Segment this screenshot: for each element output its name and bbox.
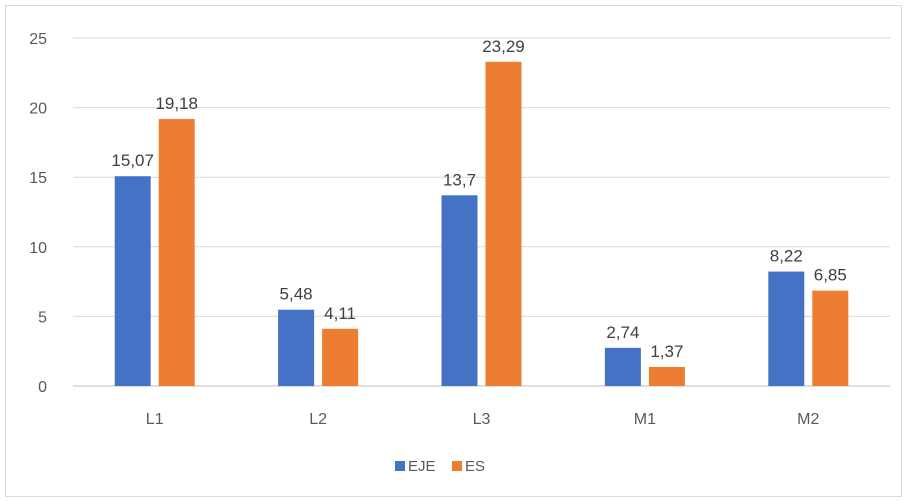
bar-es-l2: [322, 328, 359, 386]
data-label: 6,85: [814, 266, 847, 285]
y-tick-label: 20: [29, 101, 47, 118]
bar-eje-l1: [114, 176, 151, 386]
legend-label: EJE: [408, 458, 436, 475]
gridlines: [73, 37, 890, 387]
data-label: 2,74: [606, 323, 639, 342]
x-tick-label: L1: [146, 411, 164, 428]
x-axis: L1 L2 L3 M1 M2: [146, 411, 820, 428]
bar-es-m1: [648, 366, 685, 386]
legend: EJE ES: [395, 458, 485, 475]
data-label: 13,7: [443, 170, 476, 189]
data-label: 19,18: [155, 94, 198, 113]
x-tick-label: L3: [473, 411, 491, 428]
data-label: 5,48: [280, 285, 313, 304]
y-tick-label: 10: [29, 240, 47, 257]
bars: 15,07 19,18 5,48 4,11 13,7 23,29 2,74 1,37 8,22 6…: [111, 37, 849, 387]
y-axis: 0 5 10 15 20 25: [29, 31, 47, 396]
data-label: 15,07: [111, 151, 154, 170]
bar-eje-m2: [768, 271, 805, 386]
x-tick-label: L2: [309, 411, 327, 428]
y-tick-label: 0: [38, 379, 47, 396]
bar-eje-l2: [278, 309, 315, 386]
x-tick-label: M2: [797, 411, 819, 428]
x-tick-label: M1: [634, 411, 656, 428]
y-tick-label: 5: [38, 309, 47, 326]
y-tick-label: 25: [29, 31, 47, 48]
legend-swatch: [395, 461, 405, 471]
bar-es-m2: [812, 290, 849, 386]
legend-swatch: [452, 461, 462, 471]
legend-label: ES: [465, 458, 485, 475]
bar-eje-m1: [604, 347, 641, 386]
bar-eje-l3: [441, 195, 478, 386]
bar-es-l1: [158, 119, 195, 386]
data-label: 23,29: [482, 37, 525, 56]
y-tick-label: 15: [29, 170, 47, 187]
bar-es-l3: [485, 61, 522, 387]
data-label: 8,22: [770, 247, 803, 266]
data-label: 4,11: [324, 304, 356, 323]
data-label: 1,37: [650, 342, 683, 361]
